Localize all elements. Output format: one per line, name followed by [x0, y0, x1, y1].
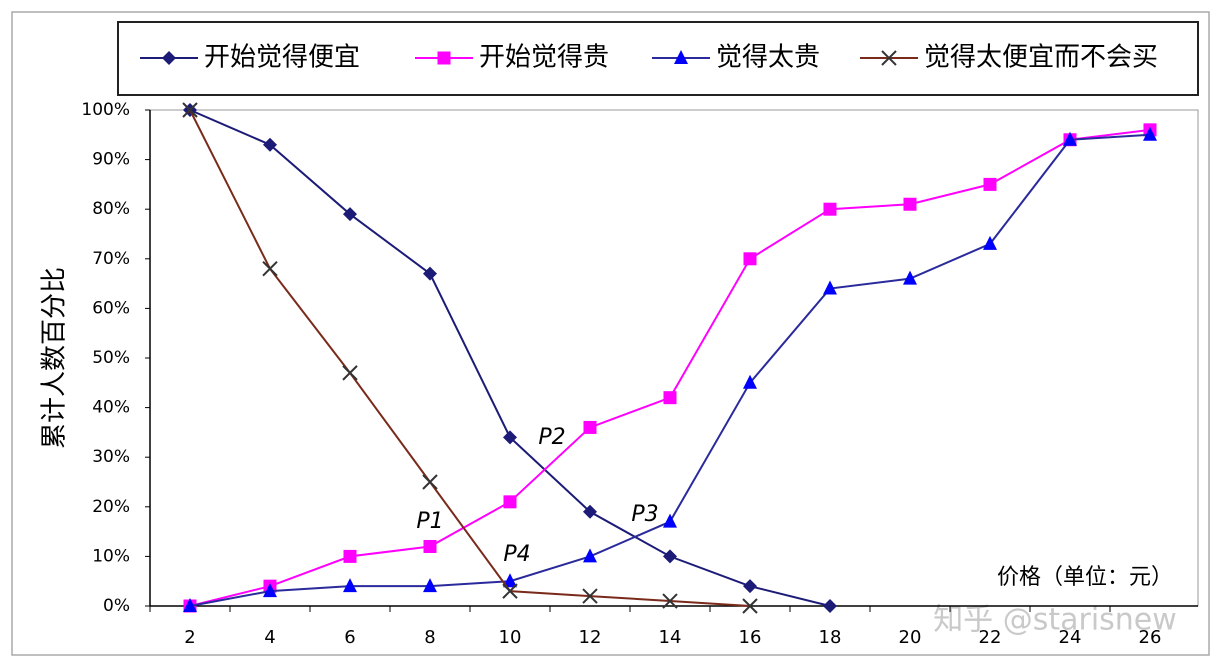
x-tick-label: 16 [739, 627, 762, 648]
marker [662, 593, 678, 609]
marker [743, 374, 757, 389]
marker [583, 548, 597, 563]
marker [583, 420, 597, 434]
legend-marker [162, 51, 176, 65]
legend-label: 觉得太便宜而不会买 [924, 43, 1158, 73]
x-tick-label: 6 [344, 627, 355, 648]
marker [903, 197, 917, 211]
marker [423, 578, 437, 593]
marker [663, 513, 677, 528]
marker [663, 549, 677, 564]
marker [422, 474, 438, 490]
marker [582, 588, 598, 604]
marker [503, 430, 517, 445]
marker [743, 252, 757, 266]
marker [263, 137, 277, 152]
marker [262, 261, 278, 277]
y-axis-title: 累计人数百分比 [40, 267, 70, 449]
y-tick-label: 40% [92, 398, 130, 418]
legend-marker [881, 50, 897, 66]
x-tick-label: 4 [264, 627, 275, 648]
marker [343, 578, 357, 593]
x-tick-label: 22 [979, 627, 1002, 648]
series-line [189, 109, 751, 607]
x-tick-label: 20 [899, 627, 922, 648]
marker [182, 102, 198, 118]
legend-label: 开始觉得便宜 [204, 43, 360, 73]
watermark: 知乎 @starisnew [933, 603, 1177, 638]
y-tick-label: 70% [92, 249, 130, 269]
marker [423, 266, 437, 281]
marker [663, 391, 677, 405]
legend-label: 觉得太贵 [716, 43, 820, 73]
x-tick-label: 24 [1059, 627, 1082, 648]
marker [743, 579, 757, 594]
x-tick-label: 18 [819, 627, 842, 648]
y-tick-label: 80% [92, 199, 130, 219]
marker [342, 365, 358, 381]
annotation: P4 [503, 542, 530, 567]
marker [1143, 126, 1157, 141]
legend-label: 开始觉得贵 [479, 43, 609, 73]
x-tick-label: 26 [1139, 627, 1162, 648]
marker [423, 539, 437, 553]
marker [503, 573, 517, 588]
marker [343, 207, 357, 222]
x-tick-label: 10 [499, 627, 522, 648]
y-tick-label: 20% [92, 497, 130, 517]
marker [1063, 131, 1077, 146]
marker [983, 177, 997, 191]
y-tick-label: 10% [92, 546, 130, 566]
marker [263, 583, 277, 598]
plot-area [149, 109, 1199, 607]
marker [502, 583, 518, 599]
marker [503, 495, 517, 509]
annotation: P2 [538, 425, 565, 450]
y-tick-label: 100% [81, 100, 130, 120]
y-tick-label: 0% [103, 596, 130, 616]
marker [742, 598, 758, 614]
legend-marker [674, 50, 688, 64]
annotation: P3 [631, 502, 658, 527]
x-tick-label: 2 [184, 627, 195, 648]
marker [183, 598, 197, 612]
marker [823, 202, 837, 216]
marker [823, 599, 837, 613]
y-tick-label: 50% [92, 348, 130, 368]
legend-marker [437, 51, 451, 65]
x-tick-label: 14 [659, 627, 682, 648]
y-tick-label: 30% [92, 447, 130, 467]
y-tick-label: 60% [92, 298, 130, 318]
annotation: P1 [416, 509, 443, 534]
y-tick-label: 90% [92, 150, 130, 170]
x-tick-label: 12 [579, 627, 602, 648]
marker [343, 549, 357, 563]
marker [983, 235, 997, 250]
x-axis-title: 价格（单位：元） [997, 565, 1173, 590]
marker [823, 280, 837, 295]
x-tick-label: 8 [424, 627, 435, 648]
marker [583, 504, 597, 519]
marker [903, 270, 917, 285]
